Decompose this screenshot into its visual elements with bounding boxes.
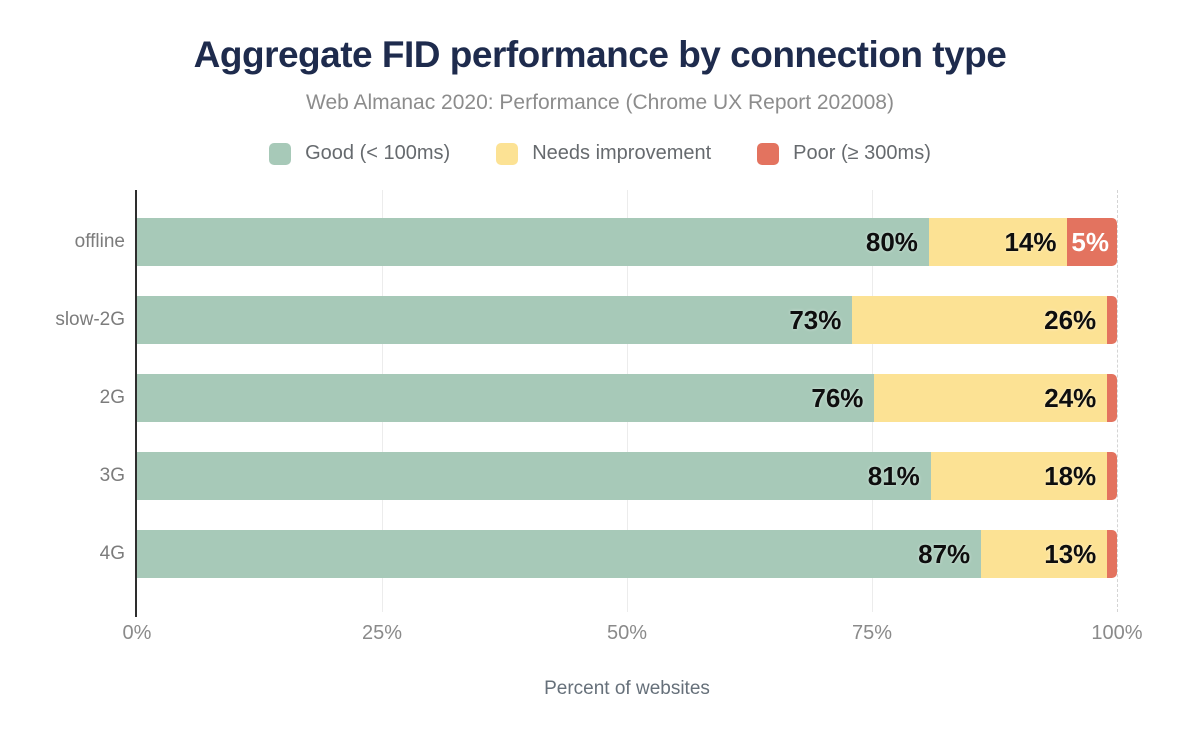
bar-value-label: 13% bbox=[1044, 538, 1097, 569]
bar-segment-good: 76% bbox=[137, 374, 875, 422]
category-label-offline: offline bbox=[74, 231, 125, 252]
bar-segment-good: 81% bbox=[137, 452, 931, 500]
x-tick-label-75: 75% bbox=[851, 622, 893, 644]
bar-segment-poor bbox=[1107, 530, 1117, 578]
bar-segment-poor: 5% bbox=[1067, 218, 1117, 266]
legend-swatch-poor bbox=[757, 142, 780, 165]
bar-row-slow-2G: 73% 26% bbox=[137, 296, 1117, 344]
bar-segment-good: 87% bbox=[137, 530, 982, 578]
legend-swatch-needs_improvement bbox=[496, 142, 519, 165]
bar-segment-needs_improvement: 13% bbox=[981, 530, 1108, 578]
category-label-3G: 3G bbox=[99, 465, 125, 486]
bar-segment-good: 73% bbox=[137, 296, 853, 344]
legend-item: Poor (≥ 300ms) bbox=[757, 142, 931, 165]
category-label-2G: 2G bbox=[99, 387, 125, 408]
bar-value-label: 81% bbox=[867, 460, 920, 491]
gridline-100 bbox=[1117, 190, 1118, 612]
chart-subtitle: Web Almanac 2020: Performance (Chrome UX… bbox=[306, 91, 894, 114]
bar-segment-poor bbox=[1107, 374, 1117, 422]
bar-value-label: 87% bbox=[918, 538, 971, 569]
bar-value-label: 5% bbox=[1071, 226, 1109, 257]
chart-legend: Good (< 100ms) Needs improvement Poor (≥ 3… bbox=[0, 142, 1200, 165]
legend-item: Needs improvement bbox=[496, 142, 711, 165]
bar-value-label: 24% bbox=[1044, 382, 1097, 413]
bar-row-2G: 76% 24% bbox=[137, 374, 1117, 422]
legend-item: Good (< 100ms) bbox=[269, 142, 450, 165]
bar-segment-poor bbox=[1107, 452, 1117, 500]
y-axis-line bbox=[135, 190, 137, 617]
category-label-slow-2G: slow-2G bbox=[55, 309, 125, 330]
bar-value-label: 80% bbox=[865, 226, 918, 257]
bar-value-label: 76% bbox=[811, 382, 864, 413]
x-tick-label-100: 100% bbox=[1091, 622, 1143, 644]
bar-row-3G: 81% 18% bbox=[137, 452, 1117, 500]
legend-label: Good (< 100ms) bbox=[305, 142, 451, 164]
x-tick-label-0: 0% bbox=[122, 622, 152, 644]
bar-segment-needs_improvement: 24% bbox=[874, 374, 1108, 422]
bar-row-offline: 80% 14% 5% bbox=[137, 218, 1117, 266]
bar-row-4G: 87% 13% bbox=[137, 530, 1117, 578]
x-tick-label-25: 25% bbox=[361, 622, 403, 644]
bar-segment-needs_improvement: 18% bbox=[930, 452, 1108, 500]
bar-value-label: 14% bbox=[1004, 226, 1057, 257]
legend-label: Needs improvement bbox=[532, 142, 712, 164]
bar-segment-needs_improvement: 26% bbox=[852, 296, 1108, 344]
category-label-4G: 4G bbox=[99, 543, 125, 564]
legend-swatch-good bbox=[269, 142, 292, 165]
bar-value-label: 26% bbox=[1044, 304, 1097, 335]
bar-segment-needs_improvement: 14% bbox=[928, 218, 1068, 266]
plot-area: Percent of websites 80% 14% 5% offline 73% 26… bbox=[55, 190, 1143, 699]
bar-segment-poor bbox=[1107, 296, 1117, 344]
x-tick-label-50: 50% bbox=[606, 622, 648, 644]
bar-value-label: 18% bbox=[1044, 460, 1097, 491]
legend-label: Poor (≥ 300ms) bbox=[793, 142, 931, 164]
bar-value-label: 73% bbox=[789, 304, 842, 335]
bar-segment-good: 80% bbox=[137, 218, 929, 266]
x-axis-title: Percent of websites bbox=[544, 678, 710, 699]
chart-title: Aggregate FID performance by connection … bbox=[193, 34, 1007, 75]
